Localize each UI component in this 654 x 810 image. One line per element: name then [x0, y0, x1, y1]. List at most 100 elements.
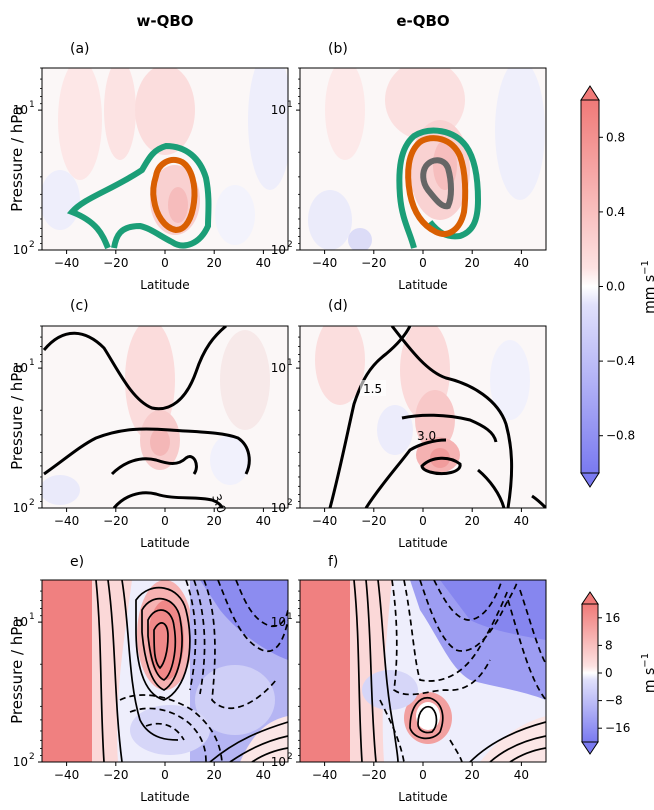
panel-b-contour-orange: [405, 135, 469, 237]
colorbar-top-unit: mm s−1: [640, 260, 654, 314]
panel-d-ytick-label: 10: [271, 501, 286, 515]
panel-a-xtick-label: 20: [207, 256, 222, 270]
panel-e-xtick-label: 0: [161, 768, 169, 782]
panel-e-contour-pos-10: [251, 747, 288, 762]
panel-e-contour-neg-7: [129, 707, 207, 762]
panel-c-xtick-label: 40: [256, 514, 271, 528]
column-title-eqbo: e-QBO: [396, 12, 449, 30]
panel-c-ytick-label: 10: [13, 501, 28, 515]
panel-d-ytick-exponent: 1: [287, 358, 293, 368]
panel-e-contour-pos-3: [121, 580, 179, 741]
colorbar-top-tick-label: 0.4: [606, 205, 625, 219]
panel-f-xtick-label: 40: [514, 768, 529, 782]
panel-b-xtick-label: −40: [312, 256, 337, 270]
panel-d-contour-3: [401, 413, 498, 443]
panel-e-contour-neg-6: [119, 694, 223, 762]
panel-b-ytick-label: 10: [271, 243, 286, 257]
panel-f-contour-neg-5: [507, 599, 546, 701]
panel-d: 1.5 3.0: [299, 325, 547, 509]
panel-e-ytick-label: 10: [13, 615, 28, 629]
panel-d-xtick-label: −40: [312, 514, 337, 528]
panel-d-field: [300, 326, 546, 508]
panel-d-contour-label-1p5: 1.5: [363, 382, 382, 396]
panel-d-xtick-label: 0: [419, 514, 427, 528]
panel-c-xtick-label: −20: [103, 514, 128, 528]
panel-e-ytick-label: 10: [13, 755, 28, 769]
panel-f-contour-neg-2: [403, 580, 509, 682]
panel-label-f: f): [328, 554, 338, 570]
panel-c-xtick-label: −40: [54, 514, 79, 528]
panel-e-xtick-label: −20: [103, 768, 128, 782]
panel-label-b: (b): [328, 41, 348, 57]
colorbar-bottom: 16 8 0 −8 −16 m s−1: [581, 591, 654, 755]
panel-e-contour-pos-1: [95, 580, 105, 762]
panel-e: [41, 579, 289, 763]
panel-d-contour-label-3p0: 3.0: [417, 429, 436, 443]
panel-c-ytick-label: 10: [13, 361, 28, 375]
panel-b-xtick-label: 40: [514, 256, 529, 270]
colorbar-top-tick-label: −0.4: [606, 354, 635, 368]
panel-c-contour-2: [43, 427, 251, 476]
colorbar-bottom-tick-label: −16: [605, 721, 630, 735]
panel-e-contour-neg-8: [145, 722, 185, 741]
panel-f-xlabel: Latitude: [398, 790, 447, 804]
panel-a-ytick-label: 10: [13, 243, 28, 257]
panel-f-contour-pos-6: [469, 721, 546, 762]
panel-a-ytick-exponent: 1: [29, 100, 35, 110]
panel-f-xtick-label: 20: [465, 768, 480, 782]
panel-a-xtick-label: 0: [161, 256, 169, 270]
panel-a: [41, 67, 289, 251]
colorbar-top-bar: [580, 99, 600, 474]
panel-d-xlabel: Latitude: [398, 536, 447, 550]
panel-c-contour-1: [42, 326, 227, 411]
panel-a-contour-green: [66, 142, 212, 250]
colorbar-bottom-arrow-min: [581, 741, 599, 755]
panel-a-xtick-label: 40: [256, 256, 271, 270]
colorbar-bottom-tick-label: 16: [605, 611, 620, 625]
panel-e-xtick-label: 40: [256, 768, 271, 782]
panel-e-contour-pos-2: [107, 580, 123, 762]
panel-label-c: (c): [70, 298, 89, 314]
panel-d-ytick-label: 10: [271, 361, 286, 375]
colorbar-bottom-bar: [581, 603, 599, 743]
panel-f-ytick-exponent: 1: [287, 612, 293, 622]
panel-d-contour-5: [420, 456, 462, 476]
panel-b-contour-grey: [420, 157, 454, 210]
panel-a-xtick-label: −20: [103, 256, 128, 270]
panel-b: [299, 67, 547, 251]
panel-e-contour-pos-6: [147, 609, 177, 681]
panel-d-contour-6: [477, 468, 506, 508]
colorbar-top-arrow-max: [580, 85, 600, 101]
panel-e-contour-neg-2: [193, 580, 206, 695]
panel-f-ytick-exponent: 2: [287, 752, 293, 762]
panel-f-contour-pos-1: [353, 580, 363, 762]
panel-a-xtick-label: −40: [54, 256, 79, 270]
panel-f-xtick-label: −20: [361, 768, 386, 782]
panel-f-ytick-label: 10: [271, 615, 286, 629]
panel-f-contour-neg-4: [433, 580, 503, 621]
panel-f-contour-neg-3: [419, 580, 519, 652]
panel-d-contour-2: [390, 326, 514, 508]
panel-f-xtick-label: 0: [419, 768, 427, 782]
panel-e-ytick-exponent: 1: [29, 612, 35, 622]
panel-b-xlabel: Latitude: [398, 278, 447, 292]
panel-e-contour-pos-9: [229, 735, 288, 762]
colorbar-top-tick-label: 0.8: [606, 130, 625, 144]
panel-a-xlabel: Latitude: [140, 278, 189, 292]
colorbar-bottom-tick-label: 8: [605, 638, 613, 652]
panel-e-contour-pos-4: [135, 586, 191, 701]
panel-b-ytick-exponent: 1: [287, 100, 293, 110]
panel-f-contour-neg-8: [449, 739, 463, 762]
panel-c-xtick-label: 20: [207, 514, 222, 528]
colorbar-bottom-tick-label: −8: [605, 694, 623, 708]
panel-c: 3.0: [41, 325, 289, 515]
panel-f-contour-pos-8: [509, 747, 546, 762]
panel-c-ytick-exponent: 1: [29, 358, 35, 368]
panel-e-contour-neg-4: [217, 580, 288, 653]
panel-e-field: [42, 580, 288, 762]
panel-e-xtick-label: −40: [54, 768, 79, 782]
panel-e-contour-pos-5: [141, 597, 183, 691]
panel-f-contour-pos-3: [377, 580, 399, 762]
panel-e-contour-pos-8: [209, 721, 288, 762]
